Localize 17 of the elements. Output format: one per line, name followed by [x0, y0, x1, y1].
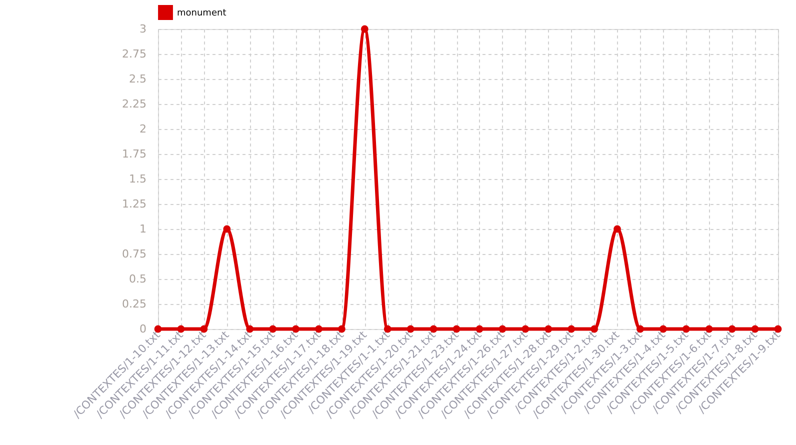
y-tick-label: 1.5 [129, 172, 146, 186]
point [223, 225, 231, 233]
y-tick-label: 3 [140, 22, 146, 36]
y-tick-label: 0 [140, 322, 146, 336]
y-tick-label: 2 [140, 122, 146, 136]
y-tick-label: 0.25 [122, 298, 146, 310]
y-tick-label: 1 [140, 222, 146, 236]
y-tick-label: 1.25 [122, 198, 146, 210]
y-tick-label: 2.25 [122, 98, 146, 110]
y-tick-label: 0.5 [129, 272, 146, 286]
point [614, 225, 621, 233]
y-tick-label: 2.75 [122, 48, 146, 60]
y-tick-label: 0.75 [122, 248, 146, 260]
point [360, 25, 368, 33]
y-tick-label: 2.5 [129, 72, 146, 86]
y-tick-label: 1.75 [122, 148, 146, 160]
legend-label: monument [177, 8, 227, 18]
